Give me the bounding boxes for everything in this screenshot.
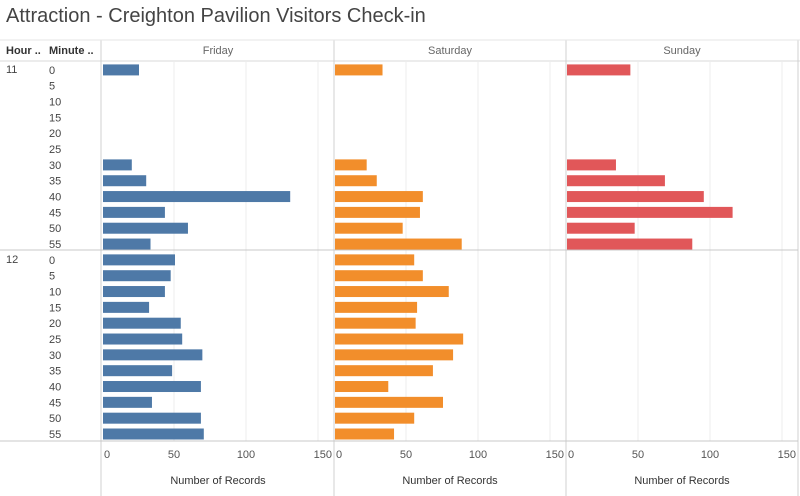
bar-friday	[103, 428, 204, 440]
bar-friday	[103, 238, 151, 250]
bar-friday	[103, 317, 181, 329]
x-tick-label: 0	[568, 449, 574, 461]
minute-column-header: Minute ..	[49, 45, 94, 57]
bar-saturday	[335, 333, 464, 345]
hour-column-header: Hour ..	[6, 45, 41, 57]
bar-sunday	[567, 175, 665, 187]
hour-label-11: 11	[6, 64, 17, 76]
minute-label: 55	[49, 429, 61, 441]
pane-header-saturday: Saturday	[428, 45, 473, 57]
bar-friday	[103, 254, 175, 266]
bar-saturday	[335, 301, 418, 313]
bar-sunday	[567, 64, 631, 76]
bar-sunday	[567, 238, 693, 250]
bar-sunday	[567, 206, 733, 218]
minute-label: 20	[49, 128, 61, 140]
bar-sunday	[567, 222, 635, 234]
bar-friday	[103, 270, 171, 282]
chart-title: Attraction - Creighton Pavilion Visitors…	[6, 5, 426, 27]
bar-saturday	[335, 428, 395, 440]
bar-friday	[103, 222, 188, 234]
x-tick-label: 150	[546, 449, 564, 461]
x-tick-label: 0	[336, 449, 342, 461]
minute-label: 0	[49, 255, 55, 267]
bar-saturday	[335, 238, 462, 250]
minute-label: 55	[49, 239, 61, 251]
bar-sunday	[567, 191, 704, 203]
bar-friday	[103, 64, 139, 76]
minute-label: 5	[49, 81, 55, 93]
bar-sunday	[567, 159, 616, 171]
pane-header-sunday: Sunday	[663, 45, 701, 57]
minute-label: 25	[49, 334, 61, 346]
x-tick-label: 150	[778, 449, 796, 461]
minute-label: 15	[49, 302, 61, 314]
minute-label: 35	[49, 176, 61, 188]
x-tick-label: 50	[400, 449, 412, 461]
bar-friday	[103, 206, 165, 218]
minute-label: 20	[49, 318, 61, 330]
minute-label: 30	[49, 160, 61, 172]
x-tick-label: 100	[237, 449, 255, 461]
x-axis-title: Number of Records	[634, 475, 730, 487]
bar-friday	[103, 365, 173, 377]
minute-label: 45	[49, 207, 61, 219]
bar-friday	[103, 191, 291, 203]
bar-saturday	[335, 412, 415, 424]
minute-label: 5	[49, 271, 55, 283]
bar-saturday	[335, 365, 433, 377]
bar-friday	[103, 301, 150, 313]
bar-friday	[103, 333, 183, 345]
x-tick-label: 100	[469, 449, 487, 461]
minute-label: 50	[49, 413, 61, 425]
minute-label: 0	[49, 65, 55, 77]
bar-saturday	[335, 317, 416, 329]
bar-friday	[103, 381, 201, 393]
minute-label: 30	[49, 350, 61, 362]
bar-saturday	[335, 159, 367, 171]
bar-friday	[103, 412, 201, 424]
x-axis-title: Number of Records	[402, 475, 498, 487]
bar-saturday	[335, 254, 415, 266]
bar-saturday	[335, 64, 383, 76]
minute-label: 15	[49, 112, 61, 124]
bar-saturday	[335, 286, 449, 298]
bar-saturday	[335, 206, 420, 218]
minute-label: 10	[49, 287, 61, 299]
bar-saturday	[335, 349, 454, 361]
minute-label: 40	[49, 382, 61, 394]
hour-label-12: 12	[6, 254, 18, 266]
bar-friday	[103, 159, 132, 171]
bar-friday	[103, 349, 203, 361]
minute-label: 45	[49, 397, 61, 409]
bar-saturday	[335, 381, 389, 393]
bar-saturday	[335, 222, 403, 234]
minute-label: 35	[49, 366, 61, 378]
bar-friday	[103, 396, 152, 408]
x-tick-label: 150	[314, 449, 332, 461]
bar-saturday	[335, 270, 423, 282]
bar-saturday	[335, 396, 443, 408]
minute-label: 25	[49, 144, 61, 156]
bar-friday	[103, 175, 147, 187]
minute-label: 40	[49, 192, 61, 204]
x-tick-label: 100	[701, 449, 719, 461]
minute-label: 10	[49, 97, 61, 109]
bar-saturday	[335, 175, 377, 187]
x-tick-label: 50	[632, 449, 644, 461]
minute-label: 50	[49, 223, 61, 235]
x-axis-title: Number of Records	[170, 475, 266, 487]
bar-saturday	[335, 191, 423, 203]
x-tick-label: 50	[168, 449, 180, 461]
bar-friday	[103, 286, 165, 298]
x-tick-label: 0	[104, 449, 110, 461]
pane-header-friday: Friday	[203, 45, 234, 57]
